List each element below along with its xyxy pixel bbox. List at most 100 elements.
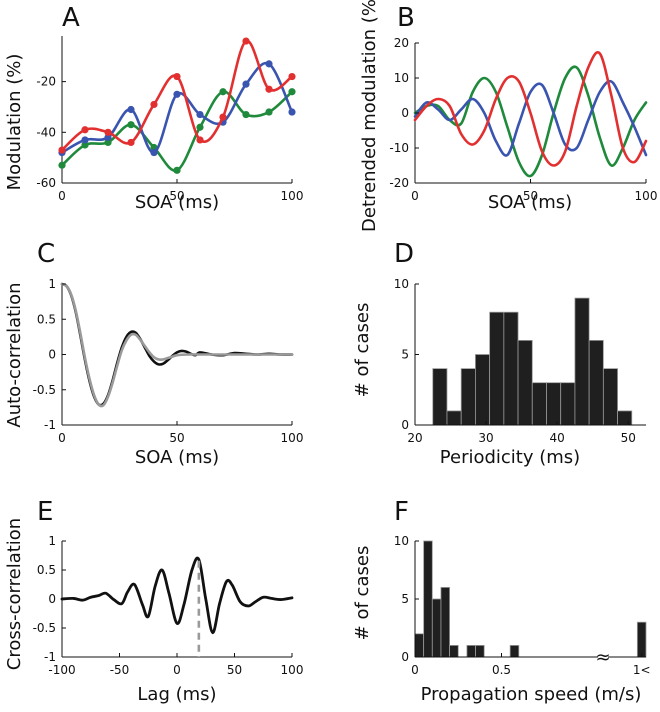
data-point-green [173,166,181,174]
panel-b-ytick-label: 0 [401,106,409,120]
panel-f-label: F [394,497,409,527]
data-point-green [127,121,135,129]
panel-c-ytick-label: 0 [48,348,56,362]
histogram-bar [414,633,425,658]
histogram-bar [517,339,533,426]
panel-a-ytick-label: -40 [36,125,56,139]
panel-e-plot: -100 -50 0 50 100 -1 -0.5 0 0.5 1 [33,534,304,677]
panel-e-ylabel: Cross-correlation [4,518,25,670]
panel-f-xtick-label: 0 [411,663,419,677]
histogram-bar [423,540,433,658]
panel-e-label: E [37,497,53,527]
panel-b: B Detrended modulation (%) SOA (ms) 0 50 1… [359,0,657,232]
panel-b-ytick-label: 10 [394,71,409,85]
panel-c-plot: 0 50 100 -1 -0.5 0 0.5 1 [33,277,304,445]
data-point-blue [81,136,89,144]
histogram-bar [460,368,476,426]
panel-e-ytick-label: -1 [44,650,56,664]
panel-a-xtick-label: 0 [58,189,66,203]
data-point-red [81,126,89,134]
panel-b-ylabel: Detrended modulation (%) [359,0,380,232]
data-point-green [196,123,204,131]
panel-e-xtick-label: -50 [110,663,130,677]
panel-c: C Auto-correlation SOA (ms) 0 50 100 -1 -0.5… [4,239,303,468]
panel-d-ytick-label: 5 [401,348,409,362]
panel-c-label: C [37,239,55,269]
panel-d-ylabel: # of cases [352,303,373,398]
histogram-bar [440,587,451,658]
data-point-red [196,136,204,144]
panel-d: D # of cases Periodicity (ms) 20 30 40 50 0 5… [352,239,646,468]
panel-a-plot: 0 50 100 -60 -40 -20 [36,36,303,203]
data-point-green [104,138,112,147]
panel-c-ytick-label: -1 [44,418,56,432]
histogram-bar [617,410,633,426]
panel-a-label: A [62,3,80,33]
panel-b-xlabel: SOA (ms) [488,192,572,213]
histogram-bar [602,368,618,426]
panel-b-plot: 0 50 100 -20 -10 0 10 20 [389,36,657,203]
series-line-green [413,65,648,178]
histogram-bar [475,645,485,658]
data-point-green [265,108,273,116]
panel-e-ytick-label: 0.5 [37,563,56,577]
data-point-red [242,37,250,45]
panel-e-xlabel: Lag (ms) [137,684,216,705]
panel-a-ytick-label: -20 [36,75,56,89]
histogram-bar [588,339,604,426]
data-point-green [288,88,296,96]
panel-c-ylabel: Auto-correlation [4,282,25,427]
data-point-green [242,110,250,119]
series-line-gray [60,282,294,408]
series-line-red [413,51,648,167]
panel-a: A Modulation (%) SOA (ms) 0 50 100 -60 -40 -2… [4,3,303,213]
histogram-bar [449,645,459,658]
panel-d-xtick-label: 20 [407,431,422,445]
data-point-red [104,128,112,136]
series-line-green [60,90,294,172]
panel-b-ytick-label: 20 [394,36,409,50]
panel-b-xtick-label: 0 [411,189,419,203]
data-point-red [58,146,66,154]
data-point-blue [104,133,112,141]
data-point-blue [265,60,273,68]
panel-c-ytick-label: 0.5 [37,312,56,326]
panel-f-xlabel: Propagation speed (m/s) [421,684,642,705]
panel-d-xtick-label: 40 [550,431,565,445]
histogram-bar [546,382,562,426]
data-point-blue [288,108,296,116]
histogram-bar-overflow [636,621,647,658]
panel-b-ytick-label: -10 [389,141,409,155]
data-point-green [58,161,66,169]
panel-c-ytick-label: 1 [48,277,56,291]
panel-b-ytick-label: -20 [389,176,409,190]
panel-c-xtick-label: 0 [58,431,66,445]
panel-d-plot: 20 30 40 50 0 5 10 [394,277,646,445]
panel-d-ytick-label: 0 [401,418,409,432]
histogram-bar [489,311,505,426]
data-point-blue [196,110,204,119]
panel-e-xtick-label: 0 [173,663,181,677]
panel-f-xtick-label: 1< [633,663,651,677]
data-point-red [288,72,296,81]
panel-a-xtick-label: 50 [169,189,184,203]
panel-c-ytick-label: -0.5 [33,383,56,397]
histogram-bar [466,645,476,658]
panel-d-xtick-label: 50 [621,431,636,445]
panel-a-ytick-label: -60 [36,176,56,190]
panel-e-xtick-label: 100 [281,663,304,677]
axis-break-gap [598,649,608,665]
panel-d-xtick-label: 30 [478,431,493,445]
data-point-red [173,72,181,81]
panel-f-ylabel: # of cases [352,546,373,641]
series-line-red [60,39,294,152]
panel-f-ytick-label: 10 [394,534,409,548]
panel-e-xtick-label: 50 [227,663,242,677]
axis-break-symbol: ≈ [595,647,610,668]
panel-a-xtick-label: 100 [281,189,304,203]
histogram-bar [446,410,462,426]
panel-d-label: D [394,239,414,269]
panel-d-xlabel: Periodicity (ms) [440,447,580,468]
data-point-blue [173,90,181,98]
